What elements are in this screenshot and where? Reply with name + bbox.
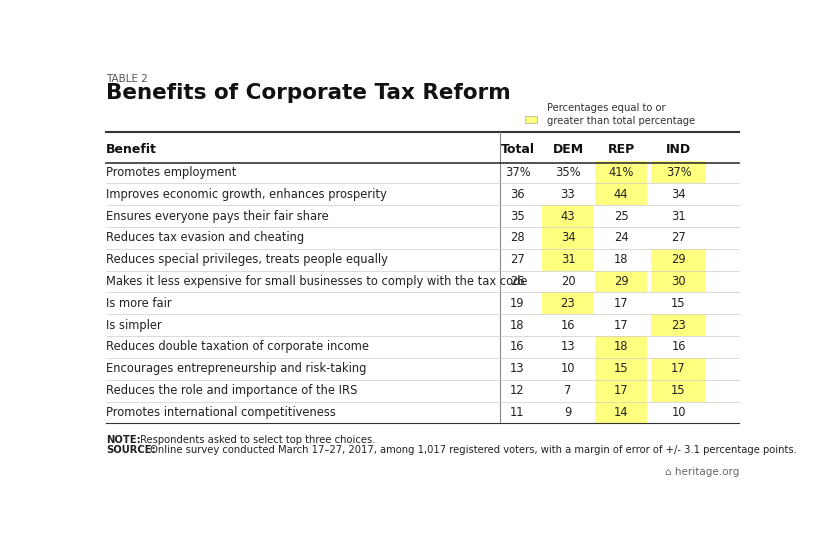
Text: 17: 17: [614, 384, 629, 397]
Text: 18: 18: [614, 341, 629, 354]
Text: 7: 7: [564, 384, 572, 397]
Text: Promotes international competitiveness: Promotes international competitiveness: [106, 406, 337, 419]
Text: Reduces the role and importance of the IRS: Reduces the role and importance of the I…: [106, 384, 358, 397]
Text: 18: 18: [510, 319, 525, 332]
Text: DEM: DEM: [553, 143, 583, 156]
Bar: [651, 314, 706, 336]
Text: Improves economic growth, enhances prosperity: Improves economic growth, enhances prosp…: [106, 187, 387, 201]
Bar: [542, 227, 593, 249]
Text: Makes it less expensive for small businesses to comply with the tax code: Makes it less expensive for small busine…: [106, 275, 528, 288]
Text: 24: 24: [614, 232, 629, 244]
Bar: [651, 249, 706, 271]
Text: 29: 29: [672, 253, 686, 266]
Text: 10: 10: [672, 406, 686, 419]
Text: 29: 29: [614, 275, 629, 288]
Text: 18: 18: [614, 253, 629, 266]
Text: Reduces tax evasion and cheating: Reduces tax evasion and cheating: [106, 232, 304, 244]
Text: IND: IND: [666, 143, 691, 156]
Bar: [542, 293, 593, 314]
Text: 25: 25: [614, 210, 629, 222]
Text: ⌂ heritage.org: ⌂ heritage.org: [665, 468, 739, 477]
Text: 26: 26: [510, 275, 525, 288]
Text: 13: 13: [510, 362, 525, 376]
Text: 30: 30: [672, 275, 686, 288]
Text: 36: 36: [510, 187, 525, 201]
Text: 27: 27: [510, 253, 525, 266]
Text: 13: 13: [561, 341, 575, 354]
Text: TABLE 2: TABLE 2: [106, 74, 148, 84]
Bar: [596, 336, 647, 358]
Text: 14: 14: [614, 406, 629, 419]
Text: 31: 31: [672, 210, 686, 222]
Text: 10: 10: [561, 362, 575, 376]
Text: 27: 27: [672, 232, 686, 244]
Text: Percentages equal to or
greater than total percentage: Percentages equal to or greater than tot…: [548, 103, 695, 126]
Text: 35%: 35%: [555, 166, 581, 179]
Text: 23: 23: [672, 319, 686, 332]
Text: NOTE:: NOTE:: [106, 435, 141, 445]
Text: SOURCE:: SOURCE:: [106, 445, 156, 455]
Bar: [596, 380, 647, 402]
Bar: [542, 205, 593, 227]
Bar: [525, 116, 536, 123]
Bar: [651, 358, 706, 380]
Bar: [596, 183, 647, 205]
Text: 28: 28: [510, 232, 525, 244]
Text: 23: 23: [560, 297, 575, 310]
Bar: [596, 161, 647, 183]
Text: 41%: 41%: [608, 166, 634, 179]
Text: 16: 16: [510, 341, 525, 354]
Text: Ensures everyone pays their fair share: Ensures everyone pays their fair share: [106, 210, 329, 222]
Text: 44: 44: [614, 187, 629, 201]
Bar: [542, 249, 593, 271]
Bar: [596, 358, 647, 380]
Text: 34: 34: [561, 232, 575, 244]
Text: Respondents asked to select top three choices.: Respondents asked to select top three ch…: [137, 435, 375, 445]
Text: 34: 34: [672, 187, 686, 201]
Text: 35: 35: [510, 210, 525, 222]
Text: REP: REP: [607, 143, 634, 156]
Text: Promotes employment: Promotes employment: [106, 166, 237, 179]
Text: 37%: 37%: [666, 166, 691, 179]
Text: 37%: 37%: [505, 166, 530, 179]
Text: 17: 17: [672, 362, 686, 376]
Bar: [596, 402, 647, 423]
Text: 11: 11: [510, 406, 525, 419]
Text: Online survey conducted March 17–27, 2017, among 1,017 registered voters, with a: Online survey conducted March 17–27, 201…: [147, 445, 796, 455]
Bar: [651, 161, 706, 183]
Text: Benefits of Corporate Tax Reform: Benefits of Corporate Tax Reform: [106, 83, 511, 103]
Text: Reduces special privileges, treats people equally: Reduces special privileges, treats peopl…: [106, 253, 389, 266]
Text: 16: 16: [561, 319, 575, 332]
Text: 16: 16: [672, 341, 686, 354]
Text: 17: 17: [614, 297, 629, 310]
Text: Encourages entrepreneurship and risk-taking: Encourages entrepreneurship and risk-tak…: [106, 362, 366, 376]
Bar: [651, 271, 706, 293]
Text: Is more fair: Is more fair: [106, 297, 172, 310]
Text: 9: 9: [564, 406, 572, 419]
Text: 20: 20: [561, 275, 575, 288]
Text: 15: 15: [672, 384, 686, 397]
Bar: [651, 380, 706, 402]
Bar: [596, 271, 647, 293]
Text: 17: 17: [614, 319, 629, 332]
Text: 31: 31: [561, 253, 575, 266]
Text: 33: 33: [560, 187, 575, 201]
Text: 15: 15: [672, 297, 686, 310]
Text: 43: 43: [561, 210, 575, 222]
Text: Is simpler: Is simpler: [106, 319, 162, 332]
Text: 19: 19: [510, 297, 525, 310]
Text: 15: 15: [614, 362, 629, 376]
Text: 12: 12: [510, 384, 525, 397]
Text: Total: Total: [501, 143, 535, 156]
Text: Benefit: Benefit: [106, 143, 158, 156]
Text: Reduces double taxation of corporate income: Reduces double taxation of corporate inc…: [106, 341, 370, 354]
